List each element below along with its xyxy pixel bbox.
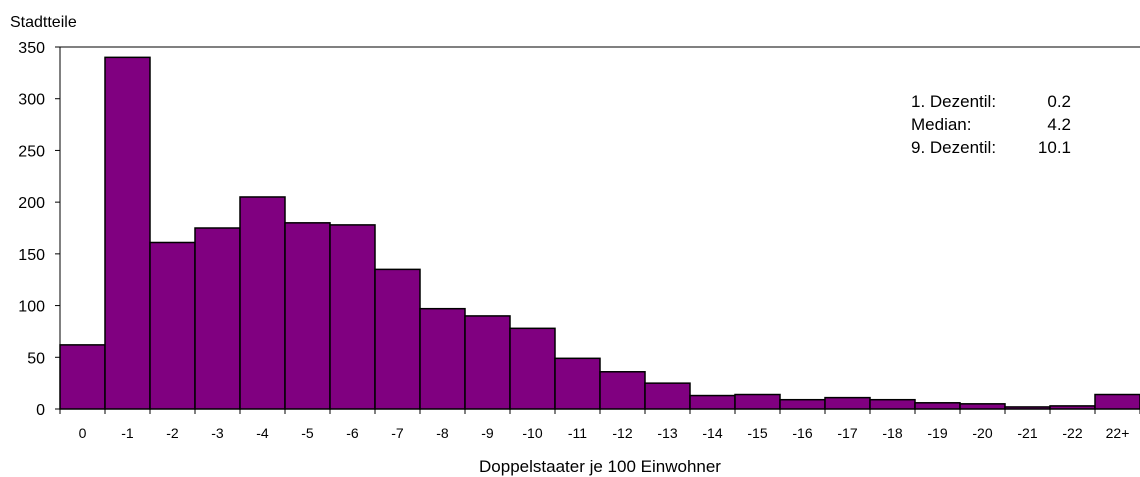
- y-tick-label: 50: [27, 350, 45, 367]
- y-tick-label: 250: [18, 143, 45, 160]
- histogram-bar: [779, 398, 826, 410]
- histogram-bar: [464, 315, 511, 410]
- histogram-bar: [824, 396, 871, 410]
- histogram-bar: [149, 241, 196, 410]
- stat-value: 10.1: [1037, 138, 1071, 157]
- y-tick-label: 200: [18, 195, 45, 212]
- x-tick-label: -4: [256, 425, 269, 441]
- histogram-bar: [1094, 393, 1140, 410]
- x-tick-label: -10: [522, 425, 542, 441]
- histogram-bar: [554, 357, 601, 410]
- x-axis-title: Doppelstaater je 100 Einwohner: [479, 457, 721, 476]
- histogram-bar: [734, 393, 781, 410]
- x-tick-label: -14: [702, 425, 722, 441]
- x-tick-label: -18: [882, 425, 902, 441]
- y-tick-label: 150: [18, 247, 45, 264]
- x-tick-label: -11: [568, 425, 587, 441]
- x-tick-label: -3: [211, 425, 224, 441]
- stat-value: 0.2: [1047, 92, 1071, 111]
- x-tick-label: -1: [121, 425, 134, 441]
- histogram-bar: [284, 222, 331, 410]
- x-tick-label: -6: [346, 425, 359, 441]
- stat-row-median: Median: 4.2: [911, 113, 1071, 136]
- x-tick-label: -22: [1062, 425, 1082, 441]
- x-tick-label: -12: [612, 425, 632, 441]
- x-tick-label: -15: [747, 425, 767, 441]
- stat-value: 4.2: [1047, 115, 1071, 134]
- x-tick-label: -7: [391, 425, 404, 441]
- x-tick-label: 22+: [1106, 425, 1130, 441]
- x-tick-label: -20: [972, 425, 992, 441]
- x-tick-label: -9: [481, 425, 494, 441]
- stat-label: 9. Dezentil:: [911, 138, 997, 157]
- stat-row-ninth-decile: 9. Dezentil: 10.1: [911, 136, 1071, 159]
- histogram-bar: [419, 307, 466, 410]
- histogram-bar: [239, 196, 286, 410]
- x-tick-label: -8: [436, 425, 449, 441]
- histogram-bar: [914, 402, 961, 410]
- x-tick-label: -5: [301, 425, 314, 441]
- histogram-bar: [374, 268, 421, 410]
- y-tick-label: 100: [18, 299, 45, 316]
- x-tick-label: -13: [657, 425, 677, 441]
- x-tick-label: -21: [1017, 425, 1037, 441]
- x-tick-label: -2: [166, 425, 179, 441]
- stat-label: 1. Dezentil:: [911, 92, 997, 111]
- x-tick-label: -16: [792, 425, 812, 441]
- y-tick-label: 300: [18, 92, 45, 109]
- histogram-bar: [959, 403, 1006, 410]
- y-tick-label: 350: [18, 40, 45, 57]
- histogram-bar: [689, 394, 736, 410]
- histogram-bar: [509, 327, 556, 410]
- summary-statistics: 1. Dezentil: 0.2 Median: 4.2 9. Dezentil…: [911, 90, 1071, 159]
- histogram-bar: [869, 398, 916, 410]
- stat-row-first-decile: 1. Dezentil: 0.2: [911, 90, 1071, 113]
- histogram-bar: [599, 371, 646, 410]
- histogram-bar: [644, 382, 691, 410]
- x-tick-label: 0: [79, 425, 87, 441]
- y-tick-label: 0: [36, 402, 45, 419]
- histogram-bar: [104, 56, 151, 410]
- x-tick-label: -19: [927, 425, 947, 441]
- histogram-bar: [329, 224, 376, 410]
- histogram-bar: [194, 227, 241, 410]
- x-tick-label: -17: [837, 425, 857, 441]
- stat-label: Median:: [911, 115, 972, 134]
- y-axis-title: Stadtteile: [10, 14, 77, 31]
- histogram-bar: [59, 344, 106, 410]
